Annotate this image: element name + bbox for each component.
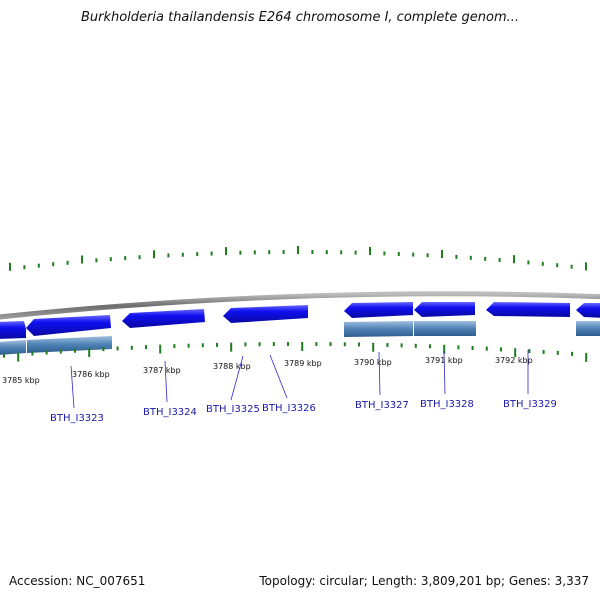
gene-label-bth-i3323[interactable]: BTH_I3323: [50, 413, 104, 424]
tick-label: 3792 kbp: [495, 356, 533, 365]
topology-text: Topology: circular; Length: 3,809,201 bp…: [259, 574, 589, 588]
gene-band[interactable]: [414, 321, 476, 336]
gene-leader-line: [230, 355, 244, 401]
gene-label-bth-i3324[interactable]: BTH_I3324: [143, 407, 197, 418]
gene-label-bth-i3326[interactable]: BTH_I3326: [262, 403, 316, 414]
gene-arrow[interactable]: [26, 315, 111, 336]
accession-text: Accession: NC_007651: [9, 574, 146, 588]
gene-band[interactable]: [576, 321, 600, 336]
gene-label-bth-i3328[interactable]: BTH_I3328: [420, 399, 474, 410]
gene-label-bth-i3325[interactable]: BTH_I3325: [206, 404, 260, 415]
gene-band[interactable]: [27, 336, 112, 353]
gene-arrow[interactable]: [414, 302, 475, 317]
backbone-arc: [0, 291, 600, 320]
gene-leader-line: [269, 354, 288, 399]
tick-label: 3788 kbp: [213, 362, 251, 371]
gene-arrow[interactable]: [576, 303, 600, 318]
gene-arrow[interactable]: [0, 321, 26, 339]
gene-label-bth-i3327[interactable]: BTH_I3327: [355, 400, 409, 411]
tick-label: 3785 kbp: [2, 376, 40, 385]
tick-label: 3789 kbp: [284, 359, 322, 368]
gene-leader-line: [70, 365, 75, 409]
gene-leader-line: [378, 351, 381, 396]
gene-label-bth-i3329[interactable]: BTH_I3329: [503, 399, 557, 410]
gene-band[interactable]: [0, 340, 26, 355]
gene-leader-line: [164, 360, 168, 403]
map-title: Burkholderia thailandensis E264 chromoso…: [80, 10, 520, 25]
gene-arrow[interactable]: [344, 302, 413, 318]
gene-leader-line: [443, 350, 446, 395]
tick-label: 3790 kbp: [354, 358, 392, 367]
gene-band[interactable]: [344, 321, 413, 337]
gene-arrow[interactable]: [223, 305, 308, 323]
tick-label: 3786 kbp: [72, 370, 110, 379]
gene-arrow[interactable]: [486, 302, 570, 317]
tick-label: 3787 kbp: [143, 366, 181, 375]
gene-arrow[interactable]: [122, 309, 205, 328]
